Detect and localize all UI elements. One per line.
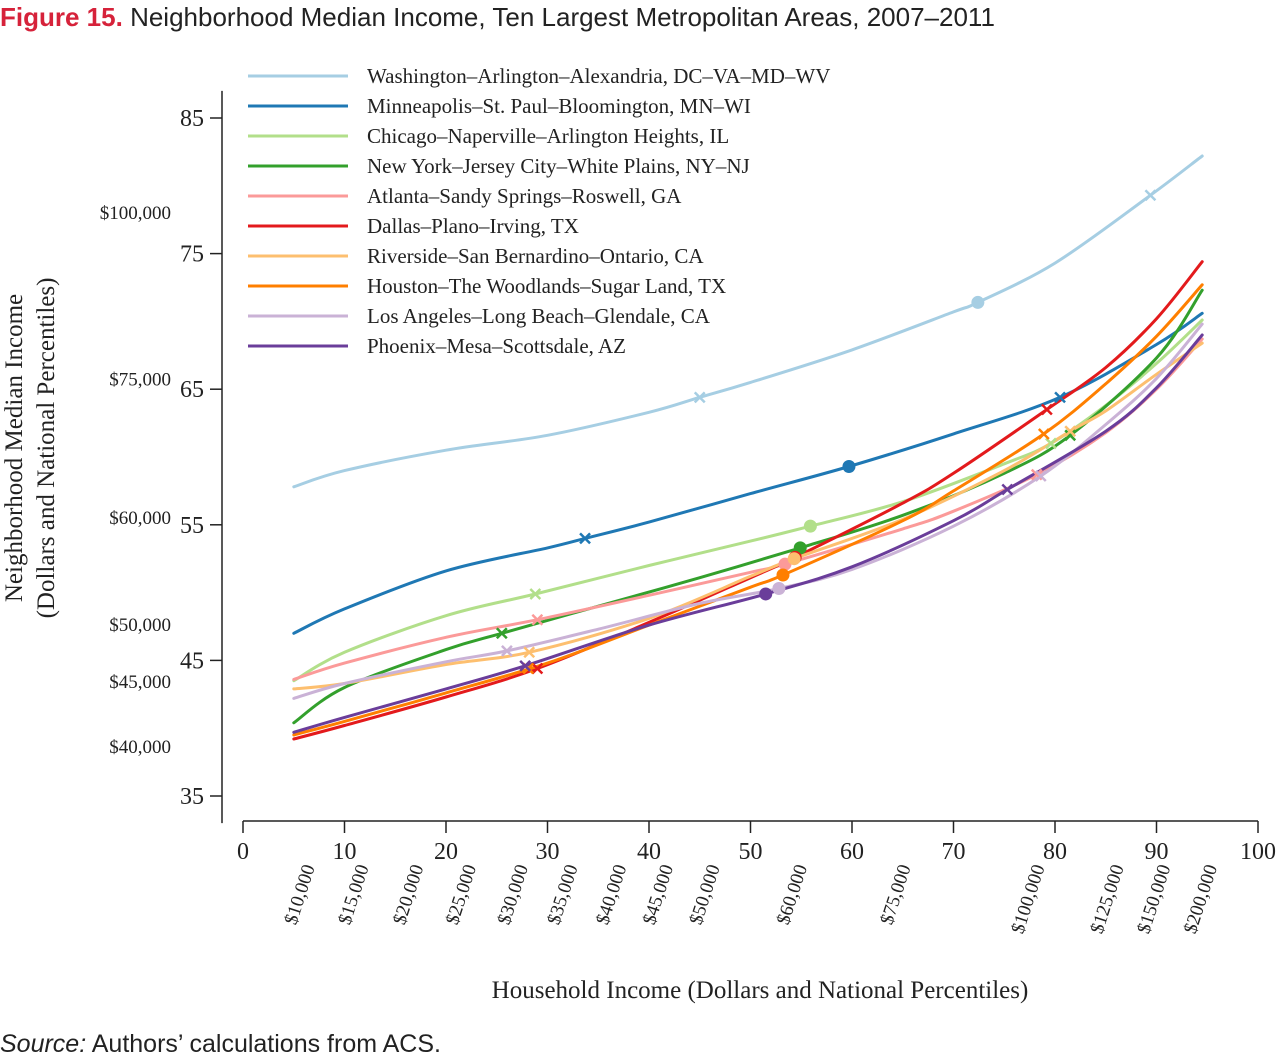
series-cross-marker: [579, 532, 591, 545]
series-cross-marker: [1037, 428, 1050, 440]
figure-number: Figure 15.: [0, 2, 123, 32]
x-dollar-tick-label: $125,000: [1087, 862, 1129, 936]
series-line: [292, 154, 1204, 489]
x-tick-label: 20: [434, 839, 458, 865]
series-cross-marker: [1064, 425, 1077, 438]
legend-label: Dallas–Plano–Irving, TX: [367, 214, 579, 238]
source-label: Source:: [0, 1030, 87, 1058]
series-cross-marker: [1001, 483, 1014, 496]
x-tick-label: 0: [237, 839, 249, 865]
x-dollar-tick-label: $10,000: [281, 862, 320, 927]
legend-label: Houston–The Woodlands–Sugar Land, TX: [367, 274, 726, 298]
y-dollar-tick-label: $100,000: [100, 203, 171, 224]
x-tick-label: 70: [942, 839, 966, 865]
series-line: [292, 333, 1204, 734]
x-dollar-tick-label: $35,000: [544, 862, 583, 927]
chart-legend: Washington–Arlington–Alexandria, DC–VA–M…: [248, 64, 830, 358]
axis-ticks: 0 10 20 30 40 50 60 70 80 90 100 $10,000 $15,000 $20,…: [100, 106, 1276, 936]
source-note: Source: Authors’ calculations from ACS.: [0, 1030, 441, 1059]
y-dollar-tick-label: $60,000: [109, 508, 171, 529]
x-dollar-tick-label: $15,000: [334, 862, 373, 927]
series-cross-marker: [531, 662, 544, 675]
series-dot-marker: [759, 587, 773, 601]
series-dot-marker: [793, 541, 807, 555]
x-dollar-tick-label: $45,000: [639, 862, 678, 927]
x-dollar-tick-label: $50,000: [686, 862, 725, 927]
x-tick-label: 60: [840, 839, 864, 865]
x-dollar-tick-label: $100,000: [1008, 862, 1050, 936]
series-line: [292, 318, 1204, 683]
series-cross-marker: [1054, 391, 1066, 404]
x-tick-label: 50: [739, 839, 763, 865]
y-tick-label: 65: [180, 377, 204, 403]
series-cross-marker: [1064, 429, 1077, 442]
legend-label: Atlanta–Sandy Springs–Roswell, GA: [367, 184, 682, 208]
x-tick-label: 90: [1145, 839, 1169, 865]
y-tick-label: 55: [180, 513, 204, 539]
x-dollar-tick-label: $75,000: [876, 862, 915, 927]
series-cross-marker: [1034, 470, 1047, 482]
legend-label: Washington–Arlington–Alexandria, DC–VA–M…: [367, 64, 830, 88]
series-dot-marker: [803, 519, 817, 533]
legend-label: Chicago–Naperville–Arlington Heights, IL: [367, 124, 729, 148]
line-chart: 0 10 20 30 40 50 60 70 80 90 100 $10,000 $15,000 $20,…: [1, 64, 1276, 1004]
y-axis-label: Neighborhood Median Income: [1, 294, 28, 602]
figure-title-text: Neighborhood Median Income, Ten Largest …: [130, 2, 995, 32]
series-line: [292, 337, 1204, 681]
y-dollar-tick-label: $50,000: [109, 615, 171, 636]
legend-label: New York–Jersey City–White Plains, NY–NJ: [367, 154, 750, 178]
x-dollar-tick-label: $150,000: [1133, 862, 1175, 936]
y-tick-label: 75: [180, 242, 204, 268]
y-tick-label: 45: [180, 648, 204, 674]
series-cross-marker: [495, 627, 508, 640]
source-text: Authors’ calculations from ACS.: [91, 1030, 441, 1058]
legend-label: Los Angeles–Long Beach–Glendale, CA: [367, 304, 711, 328]
series-cross-marker: [529, 588, 542, 600]
series-line: [292, 311, 1204, 635]
series-cross-marker: [531, 613, 544, 626]
figure-title: Figure 15. Neighborhood Median Income, T…: [0, 0, 995, 34]
series-markers: [495, 189, 1157, 675]
series-cross-marker: [1045, 437, 1057, 450]
y-tick-label: 85: [180, 106, 204, 132]
y-tick-label: 35: [180, 784, 204, 810]
y-dollar-tick-label: $75,000: [109, 370, 171, 391]
y-dollar-tick-label: $40,000: [109, 737, 171, 758]
x-tick-label: 10: [333, 839, 357, 865]
y-dollar-tick-label: $45,000: [109, 672, 171, 693]
x-axis-label: Household Income (Dollars and National P…: [492, 977, 1029, 1004]
x-dollar-tick-label: $20,000: [389, 862, 428, 927]
x-dollar-tick-label: $25,000: [442, 862, 481, 927]
x-tick-label: 80: [1043, 839, 1067, 865]
series-dot-marker: [772, 582, 786, 596]
series-dot-marker: [842, 459, 856, 473]
x-tick-label: 40: [637, 839, 661, 865]
x-tick-label: 30: [536, 839, 560, 865]
series-cross-marker: [1040, 403, 1053, 416]
series-cross-marker: [523, 646, 536, 659]
x-dollar-tick-label: $200,000: [1180, 862, 1222, 936]
series-cross-marker: [693, 391, 706, 404]
x-dollar-tick-label: $30,000: [494, 862, 533, 927]
x-tick-label: 100: [1240, 839, 1276, 865]
series-cross-marker: [519, 659, 532, 672]
legend-label: Riverside–San Bernardino–Ontario, CA: [367, 244, 704, 268]
legend-label: Phoenix–Mesa–Scottsdale, AZ: [367, 334, 626, 358]
x-dollar-tick-label: $40,000: [592, 862, 631, 927]
series-cross-marker: [1144, 189, 1157, 202]
series-dot-marker: [971, 295, 985, 309]
series-dot-marker: [776, 568, 790, 582]
x-dollar-tick-label: $60,000: [773, 862, 812, 927]
series-dot-marker: [787, 552, 801, 566]
legend-label: Minneapolis–St. Paul–Bloomington, MN–WI: [367, 94, 751, 118]
y-axis-label-line2: (Dollars and National Percentiles): [33, 278, 60, 619]
series-cross-marker: [501, 645, 513, 657]
